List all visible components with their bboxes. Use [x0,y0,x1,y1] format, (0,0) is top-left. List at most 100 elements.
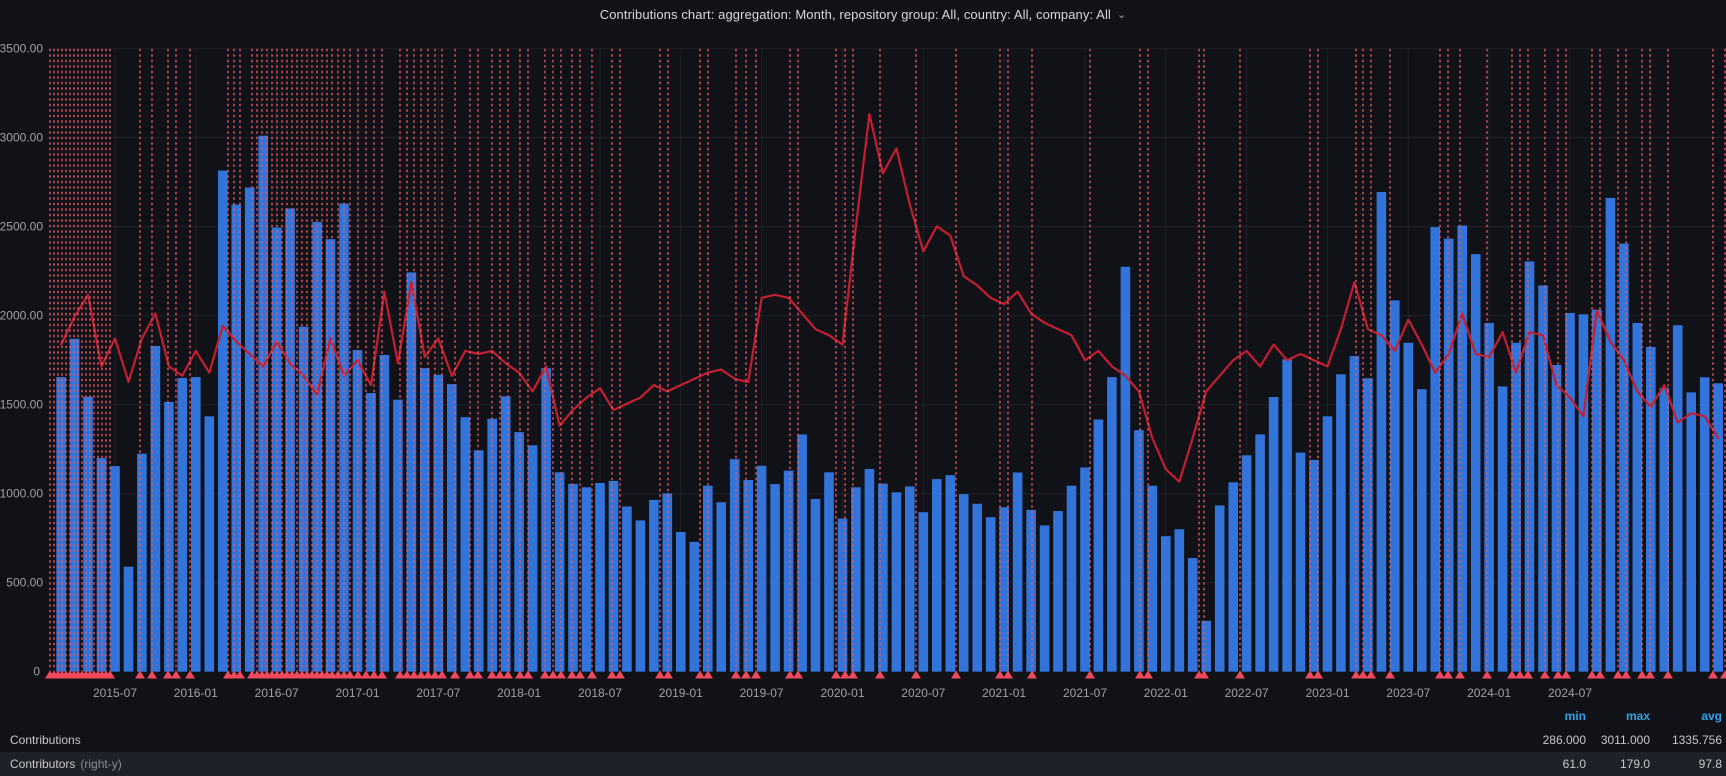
legend-label-contributions[interactable]: Contributions [10,733,81,747]
svg-text:2015-07: 2015-07 [93,686,137,700]
bar-2015-11 [164,402,174,672]
annotation-marker [416,670,426,679]
bar-2023-09 [1430,227,1440,672]
bar-2015-08 [123,566,134,672]
bar-2018-04 [554,472,565,672]
annotation-marker [1143,670,1153,679]
annotation-marker [1645,670,1655,679]
annotation-marker [703,670,713,679]
panel-title[interactable]: Contributions chart: aggregation: Month,… [599,6,1111,22]
annotation-marker [567,670,577,679]
annotation-marker [1305,670,1315,679]
chevron-down-icon[interactable]: ⌄ [1116,8,1127,21]
svg-text:2017-01: 2017-01 [335,686,379,700]
bar-2021-12 [1147,485,1158,672]
svg-text:2016-07: 2016-07 [255,686,299,700]
bar-2015-05 [83,396,93,672]
annotation-marker [409,670,419,679]
bar-2023-04 [1363,378,1373,672]
bar-2023-03 [1349,356,1360,672]
bar-2021-04 [1039,525,1050,672]
bar-2020-11 [972,503,982,672]
bar-2016-06 [258,135,268,672]
annotation-marker [503,670,513,679]
annotation-marker [402,670,412,679]
bar-2016-12 [339,203,349,672]
annotation-marker [1613,670,1623,679]
svg-text:2018-07: 2018-07 [578,686,622,700]
annotation-marker [437,670,447,679]
bar-2016-07 [271,227,282,672]
annotation-marker [575,670,585,679]
bar-2021-03 [1026,509,1036,672]
legend-series-contributors[interactable]: Contributors (right-y) 61.0 179.0 97.8 [0,752,1726,776]
bar-2021-06 [1066,485,1077,672]
bar-2017-07 [433,374,444,672]
annotation-marker [1587,670,1597,679]
bar-2019-07 [756,465,767,672]
annotation-marker [607,670,617,679]
bar-2016-02 [204,416,215,672]
legend-header-row: min max avg [0,704,1726,728]
svg-text:2500.00: 2500.00 [0,220,43,234]
annotation-marker [345,670,355,679]
bar-2015-12 [177,378,188,672]
bar-2019-06 [743,480,753,672]
bar-2022-06 [1228,482,1238,672]
svg-text:2017-07: 2017-07 [416,686,460,700]
annotation-marker [1003,670,1013,679]
bar-2016-05 [244,187,255,672]
bar-2020-04 [878,483,888,672]
bar-2018-03 [541,368,551,672]
bar-2021-05 [1053,511,1063,672]
svg-text:2024-07: 2024-07 [1548,686,1592,700]
annotation-marker [473,670,483,679]
contributors-line [59,112,1720,483]
bar-2022-08 [1255,434,1265,672]
annotation-marker [1351,670,1361,679]
bar-2023-11 [1457,225,1467,672]
annotation-marker [495,670,505,679]
bar-2024-01 [1484,323,1494,672]
annotation-marker [171,670,181,679]
bar-2018-07 [595,483,605,672]
svg-text:2021-07: 2021-07 [1063,686,1107,700]
annotation-marker [423,670,433,679]
annotation-marker [1385,670,1395,679]
bar-2020-05 [891,492,902,672]
bar-2024-06 [1551,365,1562,672]
legend-header-max[interactable]: max [1625,709,1650,723]
annotation-marker [995,670,1005,679]
annotation-marker [353,670,363,679]
annotation-marker [1313,670,1323,679]
legend-label-contributors[interactable]: Contributors (right-y) [10,757,122,771]
annotation-marker [1482,670,1492,679]
bar-2019-05 [729,459,740,672]
svg-text:2020-07: 2020-07 [901,686,945,700]
bar-2024-02 [1497,386,1508,672]
annotation-marker [911,670,921,679]
bar-2020-10 [958,494,969,672]
annotation-marker [1515,670,1525,679]
annotation-marker [163,670,173,679]
annotation-marker [1663,670,1673,679]
annotation-marker [450,670,460,679]
svg-text:2019-01: 2019-01 [659,686,703,700]
bar-2024-08 [1578,314,1589,672]
annotation-marker [731,670,741,679]
legend-header-avg[interactable]: avg [1701,709,1722,723]
bar-2025-03 [1672,325,1683,672]
svg-text:2022-07: 2022-07 [1225,686,1269,700]
legend-max-contributors: 179.0 [1619,757,1650,771]
annotation-marker [1199,670,1209,679]
bar-2021-09 [1107,377,1117,672]
bar-2015-07 [110,466,120,672]
annotation-marker [1523,670,1533,679]
legend-series-contributions[interactable]: Contributions 286.000 3011.000 1335.756 [0,728,1726,752]
annotation-marker [1235,670,1245,679]
bar-2021-10 [1120,266,1131,672]
bar-2025-04 [1686,392,1696,672]
annotation-marker [465,670,475,679]
legend-header-min[interactable]: min [1564,709,1586,723]
